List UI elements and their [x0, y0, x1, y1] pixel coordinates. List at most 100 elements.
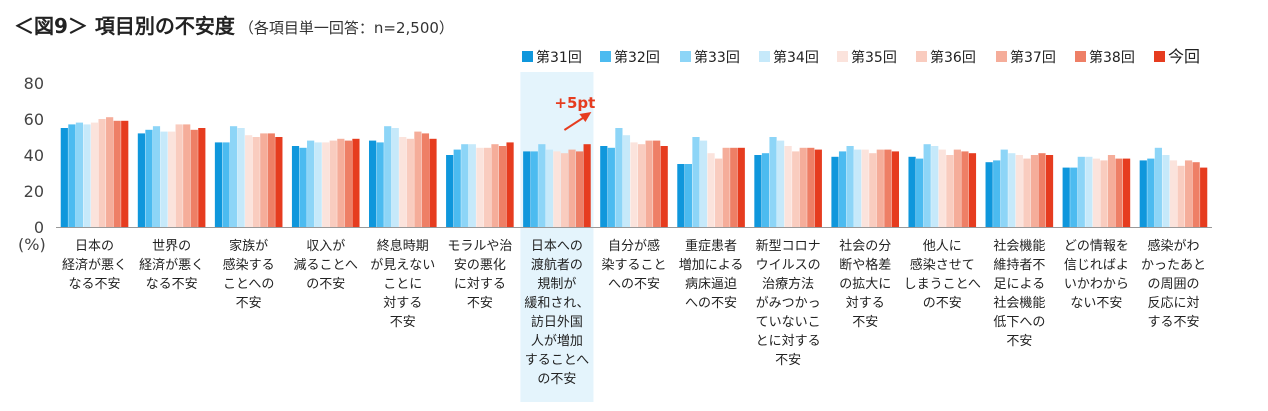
- bar: [237, 128, 245, 227]
- category-label-line: 社会機能: [993, 295, 1045, 311]
- bar: [660, 146, 668, 227]
- annotation-label: +5pt: [554, 94, 595, 112]
- category-label-line: ことに: [383, 277, 422, 292]
- category-label-line: の不安: [306, 277, 345, 292]
- bar: [1147, 158, 1155, 227]
- category-label-line: の周囲の: [1147, 277, 1199, 292]
- bar: [421, 133, 430, 227]
- category-label-line: 足による: [994, 277, 1046, 292]
- category-label-line: なる不安: [146, 277, 198, 292]
- annotation-layer: +5pt: [554, 94, 595, 131]
- highlight-column: [520, 72, 594, 402]
- chart-title: ＜図9＞ 項目別の不安度 （各項目単一回答：n=2,500）: [14, 10, 454, 39]
- bar: [637, 144, 646, 227]
- bar: [183, 124, 191, 227]
- bar: [692, 137, 700, 227]
- bar: [653, 140, 661, 227]
- legend-label: 第36回: [930, 49, 976, 66]
- category-label-line: 不安: [467, 296, 493, 311]
- category-label-line: が見えない: [370, 258, 435, 273]
- bar: [985, 162, 993, 227]
- bar: [1184, 160, 1193, 227]
- bar: [498, 146, 507, 227]
- bar: [1062, 167, 1070, 227]
- bar: [291, 146, 300, 227]
- bar: [352, 138, 360, 227]
- category-label: 感染がわかったあとの周囲の反応に対する不安: [1141, 238, 1206, 330]
- category-label-line: 規制が: [537, 277, 576, 292]
- bar: [476, 147, 484, 227]
- category-label-line: 終息時期: [377, 238, 429, 254]
- y-tick-label: 60: [24, 110, 44, 129]
- bar: [769, 137, 777, 227]
- category-label-line: 他人に: [923, 239, 962, 254]
- bar: [1200, 167, 1208, 227]
- bar: [699, 140, 708, 227]
- bar: [222, 142, 230, 227]
- bar: [245, 135, 253, 227]
- category-label-line: いかわから: [1064, 277, 1129, 292]
- bar: [1123, 158, 1131, 227]
- bar: [1162, 155, 1170, 227]
- category-label-line: 収入が: [306, 239, 345, 254]
- bar: [68, 124, 76, 227]
- bar: [1070, 167, 1078, 227]
- bar: [575, 151, 584, 227]
- category-label-line: への不安: [685, 296, 737, 311]
- bar: [838, 151, 847, 227]
- bar: [1115, 158, 1123, 227]
- legend-swatch: [916, 51, 927, 62]
- bar: [799, 147, 807, 227]
- category-label-line: 病床逼迫: [685, 277, 737, 292]
- bar: [1107, 155, 1116, 227]
- bar: [993, 160, 1001, 227]
- category-label-line: 対する: [383, 296, 422, 311]
- category-label-line: しまうことへ: [904, 277, 981, 292]
- category-label-line: 安の悪化: [454, 258, 506, 273]
- bar: [344, 140, 352, 227]
- category-label-line: 低下への: [993, 315, 1045, 330]
- bar: [145, 129, 153, 227]
- category-label: 家族が感染することへの不安: [223, 238, 275, 311]
- category-label-line: とに対する: [756, 334, 821, 349]
- bar: [630, 142, 638, 227]
- category-label-line: の不安: [537, 372, 576, 387]
- bar: [1000, 149, 1008, 227]
- bar: [560, 153, 569, 227]
- bar: [83, 124, 91, 227]
- bar: [198, 128, 206, 227]
- legend-label: 第37回: [1010, 49, 1056, 66]
- legend-swatch: [600, 51, 611, 62]
- bar: [953, 149, 961, 227]
- bar: [961, 151, 969, 227]
- category-label-line: 不安: [775, 353, 801, 368]
- legend-label: 第34回: [773, 49, 819, 66]
- legend-swatch: [996, 51, 1007, 62]
- bar: [946, 155, 954, 227]
- category-label-line: 感染する: [223, 257, 275, 273]
- category-label-line: の不安: [923, 296, 962, 311]
- bar: [299, 147, 307, 227]
- bar: [98, 119, 106, 227]
- bar: [90, 122, 99, 227]
- bar: [214, 142, 223, 227]
- bar: [1092, 158, 1100, 227]
- category-label: モラルや治安の悪化に対する不安: [447, 239, 512, 311]
- bar: [137, 133, 145, 227]
- category-label-line: 緩和され、: [524, 296, 589, 311]
- bar: [807, 147, 815, 227]
- bar: [1038, 153, 1046, 227]
- legend-label: 第31回: [536, 49, 582, 66]
- category-label-line: 渡航者の: [531, 257, 583, 273]
- bar: [553, 151, 561, 227]
- bar: [615, 128, 623, 227]
- bars-layer: [60, 117, 1208, 227]
- legend-label: 第38回: [1089, 49, 1135, 66]
- category-label-line: 社会の分: [839, 238, 891, 254]
- category-label: 他人に感染させてしまうことへの不安: [904, 239, 981, 311]
- legend-swatch: [837, 51, 848, 62]
- bar: [854, 149, 862, 227]
- bar: [491, 144, 499, 227]
- category-label-line: 経済が悪く: [62, 257, 127, 273]
